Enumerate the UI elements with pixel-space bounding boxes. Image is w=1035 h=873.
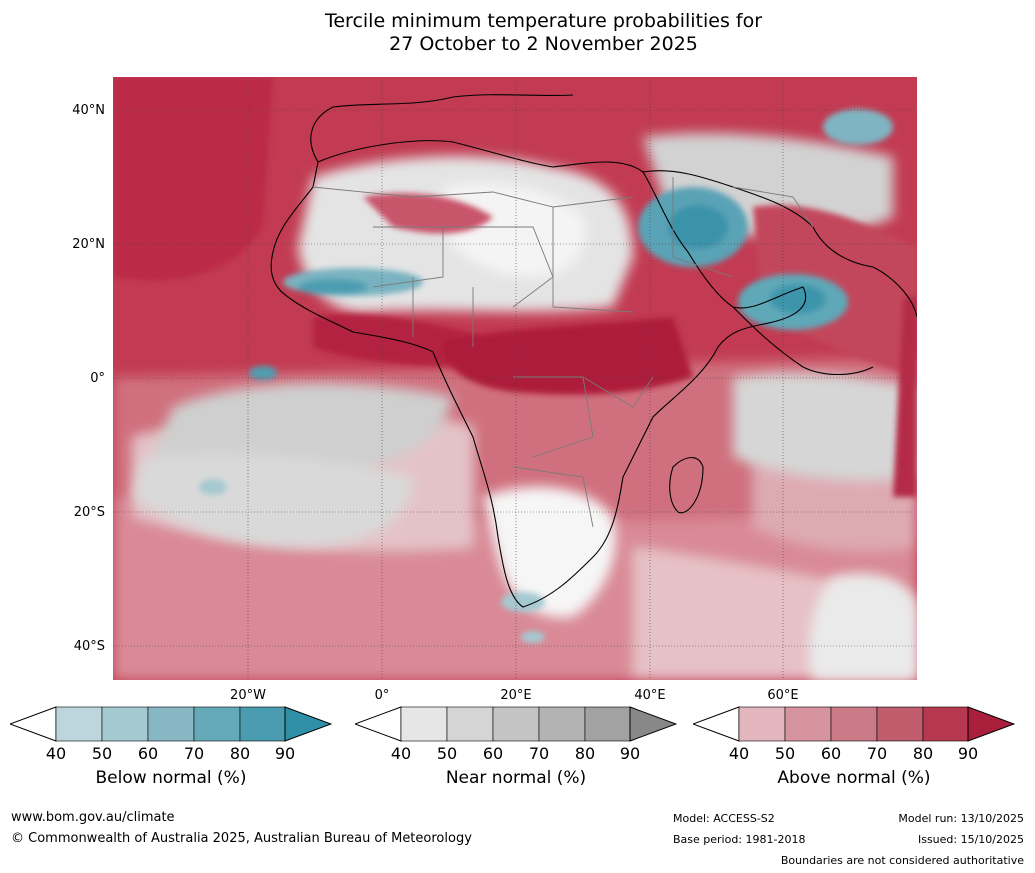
colorbar-near-ticks: 40 50 60 70 80 90 xyxy=(355,744,677,764)
lon-label-60e: 60°E xyxy=(767,688,799,703)
colorbar-above-normal xyxy=(693,706,1015,742)
arabian-sea-coast xyxy=(732,306,874,375)
near-swatch-80 xyxy=(584,706,631,742)
colorbar-near-normal xyxy=(355,706,677,742)
below-tick: 80 xyxy=(229,744,251,763)
country-borders xyxy=(312,177,814,528)
below-min-arrow xyxy=(10,706,57,742)
above-min-arrow xyxy=(693,706,740,742)
europe-coastline xyxy=(310,94,574,163)
footer-base-period: Base period: 1981-2018 xyxy=(673,833,806,846)
map-canvas xyxy=(113,77,917,680)
near-tick: 70 xyxy=(528,744,550,763)
colorbar-near-label: Near normal (%) xyxy=(445,768,587,788)
near-tick: 80 xyxy=(574,744,596,763)
above-tick: 90 xyxy=(957,744,979,763)
below-swatch-50 xyxy=(101,706,149,742)
below-swatch-60 xyxy=(147,706,195,742)
above-tick: 40 xyxy=(728,744,750,763)
footer-issued: Issued: 15/10/2025 xyxy=(917,833,1024,846)
below-tick: 90 xyxy=(274,744,296,763)
near-max-arrow xyxy=(629,706,677,742)
near-swatch-60 xyxy=(492,706,540,742)
footer-copyright: © Commonwealth of Australia 2025, Austra… xyxy=(11,831,472,846)
near-tick: 60 xyxy=(482,744,504,763)
below-swatch-80 xyxy=(239,706,286,742)
above-normal-strong-regions xyxy=(113,77,917,497)
near-swatch-40 xyxy=(400,706,448,742)
lon-label-20e: 20°E xyxy=(500,688,532,703)
near-tick: 90 xyxy=(619,744,641,763)
above-tick: 50 xyxy=(774,744,796,763)
colorbar-above-ticks: 40 50 60 70 80 90 xyxy=(693,744,1015,764)
probability-map[interactable] xyxy=(113,77,917,680)
lat-label-40s: 40°S xyxy=(73,639,105,654)
colorbar-below-ticks: 40 50 60 70 80 90 xyxy=(10,744,332,764)
below-normal-regions xyxy=(199,109,893,643)
below-max-arrow xyxy=(284,706,332,742)
lat-label-40n: 40°N xyxy=(72,103,105,118)
below-tick: 60 xyxy=(137,744,159,763)
near-tick: 40 xyxy=(390,744,412,763)
lat-label-0: 0° xyxy=(90,371,105,386)
above-swatch-50 xyxy=(784,706,832,742)
lon-label-0: 0° xyxy=(374,688,390,703)
above-tick: 70 xyxy=(866,744,888,763)
above-swatch-80 xyxy=(922,706,969,742)
africa-coastline xyxy=(270,140,807,608)
above-swatch-70 xyxy=(876,706,924,742)
colorbar-above-label: Above normal (%) xyxy=(777,768,931,788)
lon-label-20w: 20°W xyxy=(230,688,266,703)
footer-model-run: Model run: 13/10/2025 xyxy=(898,812,1024,825)
colorbar-below-label: Below normal (%) xyxy=(95,768,247,788)
below-tick: 50 xyxy=(91,744,113,763)
near-min-arrow xyxy=(355,706,402,742)
footer-disclaimer: Boundaries are not considered authoritat… xyxy=(780,854,1024,867)
above-max-arrow xyxy=(967,706,1015,742)
map-title: Tercile minimum temperature probabilitie… xyxy=(0,10,1035,56)
graticule xyxy=(113,77,917,680)
footer-model: Model: ACCESS-S2 xyxy=(673,812,775,825)
lon-label-40e: 40°E xyxy=(634,688,666,703)
above-tick: 60 xyxy=(820,744,842,763)
below-tick: 70 xyxy=(183,744,205,763)
title-line-1: Tercile minimum temperature probabilitie… xyxy=(324,10,763,32)
near-tick: 50 xyxy=(436,744,458,763)
near-swatch-70 xyxy=(538,706,586,742)
colorbar-below-normal xyxy=(10,706,332,742)
title-line-2: 27 October to 2 November 2025 xyxy=(389,33,698,55)
lat-label-20n: 20°N xyxy=(72,237,105,252)
above-tick: 80 xyxy=(912,744,934,763)
below-swatch-40 xyxy=(55,706,103,742)
near-swatch-50 xyxy=(446,706,494,742)
below-tick: 40 xyxy=(45,744,67,763)
above-swatch-60 xyxy=(830,706,878,742)
footer-url[interactable]: www.bom.gov.au/climate xyxy=(11,810,175,825)
above-swatch-40 xyxy=(738,706,786,742)
below-swatch-70 xyxy=(193,706,241,742)
lat-label-20s: 20°S xyxy=(73,505,105,520)
madagascar-coastline xyxy=(669,457,704,514)
